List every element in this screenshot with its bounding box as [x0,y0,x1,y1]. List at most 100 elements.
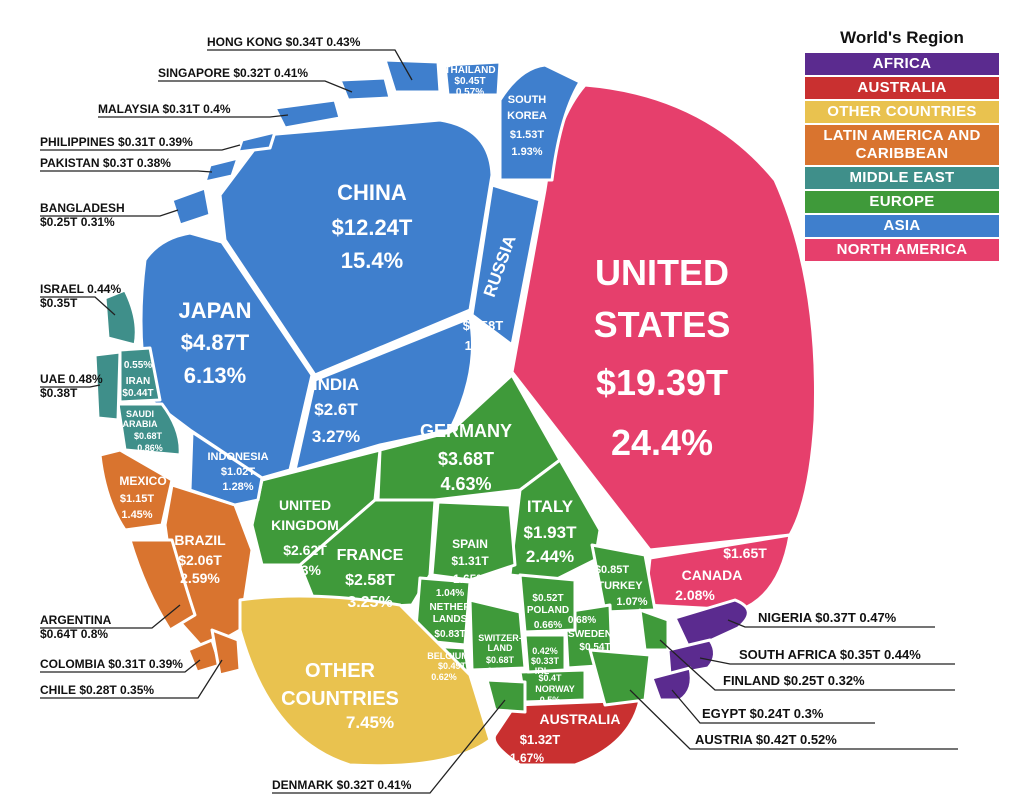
leader-pakistan [40,170,213,173]
gdp-russia: $1.58T [463,318,504,333]
leader-southafrica [699,657,955,665]
cell-malaysia [273,98,342,130]
callout-bangladesh: BANGLADESH [40,201,125,215]
cell-australia [492,698,642,767]
legend-items: AFRICA AUSTRALIA OTHER COUNTRIES LATIN AMER… [805,53,999,261]
name-usa: STATES [594,304,731,345]
label-switzerland: SWITZER-LAND [478,633,522,653]
callout-colombia: COLOMBIA $0.31T 0.39% [40,657,183,671]
gdp-norway: $0.4T [538,673,562,683]
name-other: OTHER [305,660,376,682]
gdp-brazil: $2.06T [178,552,222,568]
pct-other: 7.45% [346,713,394,732]
pct-france: 3.25% [347,594,392,611]
callout-finland: FINLAND $0.25T 0.32% [723,673,865,688]
name-france: FRANCE [337,547,404,564]
pct-poland: 0.66% [534,620,562,631]
label-italy: ITALY [527,497,574,516]
pct-spain: 1.65% [453,572,487,586]
gdp-australia: $1.32T [520,732,561,747]
name-saudi: ARABIA [123,419,158,429]
cell-philippines [236,130,277,154]
pct-indonesia: 1.28% [222,481,253,493]
name-thailand: THAILAND [444,65,495,76]
gdp-indonesia: $1.02T [221,466,256,478]
gdp-germany: $3.68T [438,449,494,469]
cell-uae [93,350,122,422]
cell-switzerland [468,598,527,672]
name-indonesia: INDONESIA [207,451,268,463]
callout-value-bangladesh: $0.25T 0.31% [40,215,115,229]
leader-hongkong [207,49,413,81]
leader-bangladesh [40,209,179,217]
pct-norway: 0.5% [540,695,561,705]
legend-item-northamerica: NORTH AMERICA [805,239,999,261]
cell-saudi [116,402,182,457]
pct-uk: 3.3% [289,562,321,578]
gdp-sweden: $0.54T [579,642,610,653]
name-other: COUNTRIES [281,688,399,710]
name-iran: IRAN [126,376,150,387]
name-spain: SPAIN [452,537,488,551]
cell-singapore [338,76,392,102]
cell-denmark [485,678,527,714]
gdp-india: $2.6T [314,400,358,419]
name-usa: UNITED [595,252,729,293]
label-sweden: SWEDEN [568,629,612,640]
leader-uae [40,384,101,388]
name-uk: KINGDOM [271,517,339,533]
cell-ireland [523,633,567,674]
gdp-turkey: $0.85T [595,564,630,576]
name-norway: NORWAY [535,684,575,694]
gdp-saudi: $0.68T [134,431,163,441]
pct-china: 15.4% [341,248,403,273]
pct-turkey: 1.07% [616,596,647,608]
pct-saudi: 0.86% [137,443,163,453]
callout-value-argentina: $0.64T 0.8% [40,627,108,641]
cell-india [293,316,474,472]
name-japan: JAPAN [179,298,252,323]
cell-finland [638,608,670,652]
label-spain: SPAIN [452,537,488,551]
cell-indonesia [188,430,264,507]
pct-belgium: 0.62% [431,672,457,682]
callout-austria: AUSTRIA $0.42T 0.52% [695,732,837,747]
callout-nigeria: NIGERIA $0.37T 0.47% [758,610,897,625]
callout-value-uae: $0.38T [40,386,78,400]
pct-australia: 1.67% [510,751,544,765]
callout-israel: ISRAEL 0.44% [40,282,121,296]
legend-item-australia: AUSTRALIA [805,77,999,99]
label-turkey: TURKEY [597,580,643,592]
gdp-belgium: $0.49T [438,661,467,671]
name-belgium: BELGIUM [427,651,469,661]
cell-turkey [590,543,657,614]
label-india: INDIA [313,375,359,394]
pct-netherlands: 1.04% [436,588,464,599]
cell-egypt [650,666,693,702]
pct-southkorea: 1.93% [511,146,542,158]
label-canada: CANADA [682,567,743,583]
leader-denmark [272,699,506,794]
name-ireland: IRL [535,666,550,676]
pct-thailand: 0.57% [456,87,484,98]
legend-item-africa: AFRICA [805,53,999,75]
pct-italy: 2.44% [526,547,574,566]
cell-japan [139,231,314,480]
leader-finland [659,639,955,691]
label-ireland: IRL [535,666,550,676]
leader-egypt [671,689,875,724]
label-brazil: BRAZIL [174,532,226,548]
name-china: CHINA [337,180,407,205]
name-switzerland: LAND [488,643,513,653]
callout-value-israel: $0.35T [40,296,78,310]
label-germany: GERMANY [420,421,512,441]
pct-ireland: 0.42% [532,646,558,656]
name-canada: CANADA [682,567,743,583]
pct-japan: 6.13% [184,363,246,388]
name-poland: POLAND [527,605,569,616]
name-mexico: MEXICO [119,474,166,488]
name-switzerland: SWITZER- [478,633,522,643]
pct-india: 3.27% [312,427,360,446]
